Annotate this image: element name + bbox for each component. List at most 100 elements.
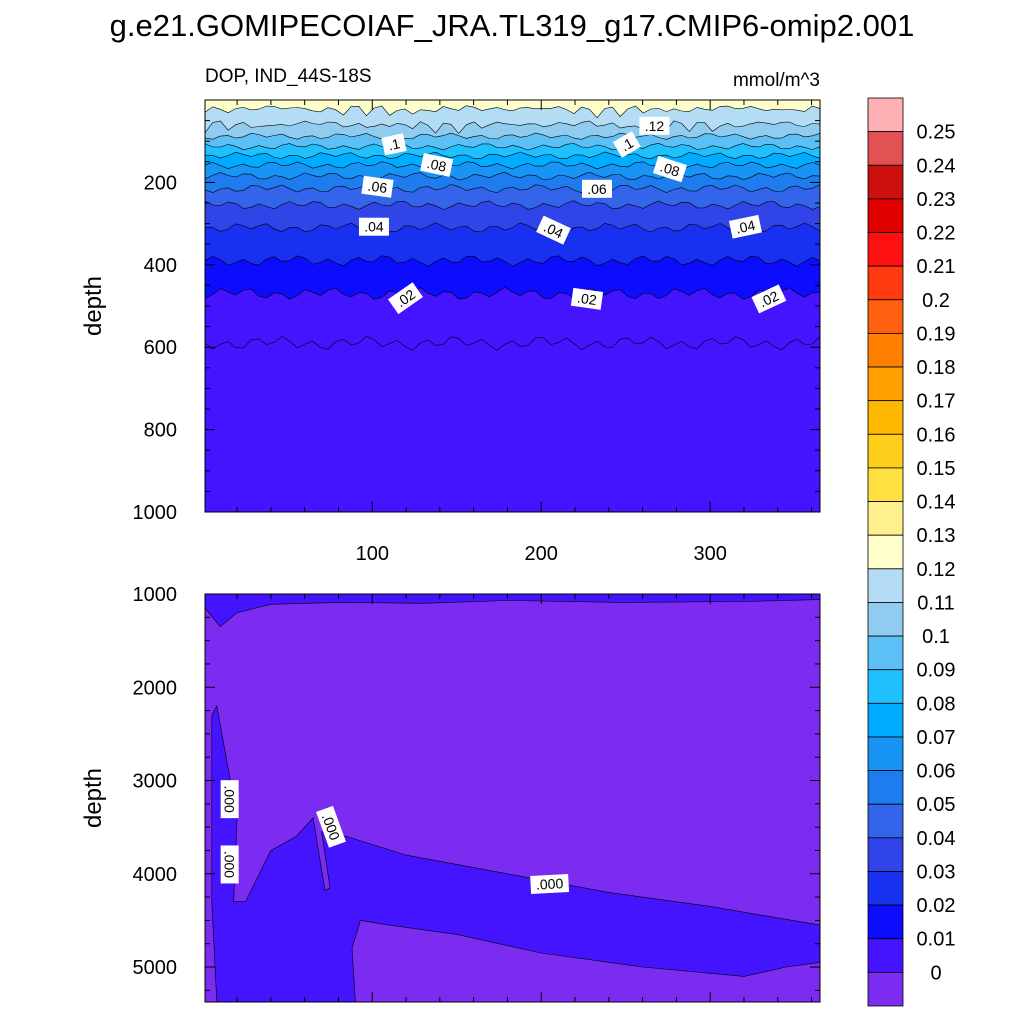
colorbar-label: 0.24 xyxy=(917,155,956,177)
colorbar-bin xyxy=(867,904,904,940)
colorbar-label: 0.11 xyxy=(917,592,954,614)
colorbar-label: 0.2 xyxy=(922,290,950,312)
colorbar-bin xyxy=(867,164,904,200)
contour-label-box xyxy=(751,284,787,314)
contour-label-deep-group: .000 xyxy=(530,873,570,894)
contour-label-box xyxy=(361,175,394,198)
contour-label-box xyxy=(612,131,641,158)
contour-label-box xyxy=(388,282,423,315)
colorbar-bin xyxy=(867,837,904,872)
colorbar-label: 0.03 xyxy=(917,861,956,883)
colorbar-label: 0.13 xyxy=(917,525,956,547)
colorbar-label: 0.18 xyxy=(917,357,956,379)
contour-label-group: .02 xyxy=(751,284,787,314)
colorbar-label: 0.01 xyxy=(917,929,956,951)
colorbar-label: 0.25 xyxy=(917,122,956,144)
panel-subtitle-right: mmol/m^3 xyxy=(733,70,820,91)
contour-label: .06 xyxy=(367,177,389,196)
colorbar-bin xyxy=(867,803,904,839)
contour-label-group: .04 xyxy=(358,217,389,236)
contour-label-deep-box xyxy=(530,873,570,894)
colorbar-label: 0.22 xyxy=(917,223,956,245)
colorbar-bin xyxy=(867,534,904,570)
contour-label-deep-box xyxy=(220,780,239,819)
y-tick-label: 1000 xyxy=(133,502,178,524)
contour-label-deep-group: .000 xyxy=(220,780,239,819)
contour-label: .1 xyxy=(387,135,402,153)
colorbar-label: 0.15 xyxy=(917,458,956,480)
y-axis-label-deep: depth xyxy=(80,768,107,828)
panel1-fields xyxy=(205,100,820,512)
y-tick-label: 800 xyxy=(144,420,177,442)
panel2-frame xyxy=(204,593,821,1003)
contour-label-group: .06 xyxy=(581,179,612,198)
colorbar-bin xyxy=(867,736,904,771)
colorbar-label: 0.04 xyxy=(917,828,956,850)
y-axis-label: depth xyxy=(80,276,107,336)
min-region-deep xyxy=(351,920,820,1002)
colorbar-bin xyxy=(867,501,904,536)
colorbar-label: 0.17 xyxy=(917,391,956,413)
contour-label: .12 xyxy=(645,118,665,134)
colorbar-label: 0.21 xyxy=(917,256,956,278)
contour-label-deep: .000 xyxy=(222,786,238,813)
contour-label: .02 xyxy=(576,290,598,309)
colorbar-label: 0.02 xyxy=(917,895,956,917)
contour-label: .04 xyxy=(364,219,384,235)
colorbar-bin xyxy=(867,467,904,502)
contour-label-group: .1 xyxy=(381,133,407,156)
colorbar-label: 0.08 xyxy=(917,693,956,715)
contour-label: .08 xyxy=(425,155,448,175)
colorbar-bin xyxy=(867,938,904,973)
colorbar-bin xyxy=(867,568,904,603)
colorbar-label: 0.16 xyxy=(917,424,956,446)
colorbar-bin xyxy=(867,635,904,671)
contour-label-group: .08 xyxy=(652,155,687,183)
colorbar-label: 0.14 xyxy=(917,492,956,514)
y-tick-label-deep: 3000 xyxy=(133,771,178,793)
contour-label-box xyxy=(381,133,407,156)
y-tick-label: 400 xyxy=(144,255,177,277)
contour-label-box xyxy=(570,287,604,310)
colorbar-bin xyxy=(867,131,904,166)
contour-label-group: .12 xyxy=(639,116,670,135)
contour-label-deep-box xyxy=(316,805,346,848)
y-tick-label: 600 xyxy=(144,337,177,359)
contour-label: .08 xyxy=(658,158,682,179)
contour-label: .02 xyxy=(757,287,782,310)
colorbar-bin xyxy=(867,602,904,637)
colorbar-label: 0.23 xyxy=(917,189,956,211)
colorbar-bin xyxy=(867,299,904,334)
contour-label: .04 xyxy=(734,217,757,237)
contour-label: .04 xyxy=(541,219,566,242)
colorbar-bin xyxy=(867,265,904,301)
colorbar-bin xyxy=(867,198,904,233)
y-tick-label-deep: 5000 xyxy=(133,957,178,979)
contour-label: .06 xyxy=(587,181,607,197)
colorbar-label: 0 xyxy=(930,962,941,984)
colorbar-bin xyxy=(867,232,904,267)
colorbar-label: 0.09 xyxy=(917,660,956,682)
contour-label-group: .1 xyxy=(612,131,641,158)
colorbar-label: 0.06 xyxy=(917,761,956,783)
contour-label-deep: .000 xyxy=(536,875,564,892)
colorbar-bin xyxy=(867,770,904,805)
colorbar-label: 0.05 xyxy=(917,794,956,816)
panel-subtitle-left: DOP, IND_44S-18S xyxy=(205,66,372,87)
colorbar-label: 0.19 xyxy=(917,323,956,345)
contour-label-group: .06 xyxy=(361,175,394,198)
contour-label-box xyxy=(536,215,571,245)
figure-title: g.e21.GOMIPECOIAF_JRA.TL319_g17.CMIP6-om… xyxy=(109,8,915,43)
colorbar-label: 0.12 xyxy=(917,559,956,581)
contour-label-group: .08 xyxy=(420,153,454,177)
colorbar-bin xyxy=(867,433,904,469)
contour-label-box xyxy=(652,155,687,183)
contour-label-deep-box xyxy=(220,845,239,884)
contour-label-box xyxy=(639,116,670,135)
colorbar-bin xyxy=(867,971,904,1007)
contour-label-deep: .000 xyxy=(222,851,238,878)
contour-label-box xyxy=(581,179,612,198)
y-tick-label-deep: 4000 xyxy=(133,864,178,886)
